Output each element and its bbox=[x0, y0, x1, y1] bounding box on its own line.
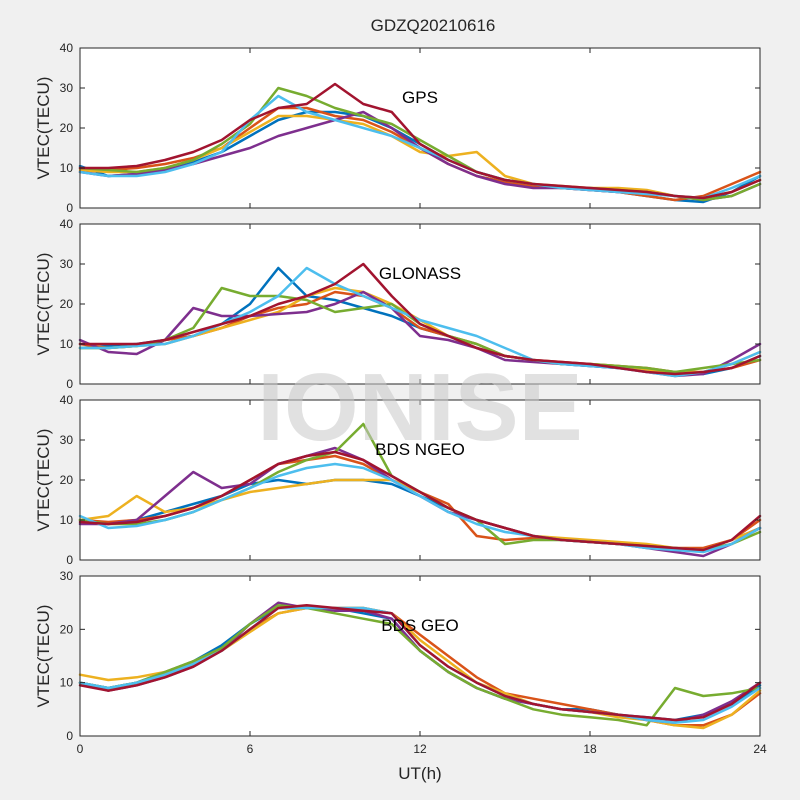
y-tick-label: 20 bbox=[60, 121, 74, 135]
y-tick-label: 30 bbox=[60, 569, 74, 583]
plot-area bbox=[80, 576, 760, 736]
y-tick-label: 10 bbox=[60, 676, 74, 690]
panels: 0 10 20 30 40 VTEC(TECU) GPS 0 10 20 30 40 VTEC(TECU… bbox=[34, 41, 767, 783]
y-tick-label: 0 bbox=[66, 377, 73, 391]
series-line-6 bbox=[78, 604, 762, 722]
y-tick-label: 20 bbox=[60, 297, 74, 311]
panel-label: BDS GEO bbox=[381, 616, 458, 635]
y-tick-label: 40 bbox=[60, 393, 74, 407]
y-tick-label: 10 bbox=[60, 513, 74, 527]
y-tick-label: 30 bbox=[60, 81, 74, 95]
x-tick-label: 0 bbox=[77, 742, 84, 756]
panel-0: 0 10 20 30 40 VTEC(TECU) GPS bbox=[34, 41, 762, 215]
plot-area bbox=[80, 48, 760, 208]
x-tick-label: 18 bbox=[583, 742, 597, 756]
y-tick-label: 30 bbox=[60, 257, 74, 271]
panel-2: 0 10 20 30 40 VTEC(TECU) BDS NGEO bbox=[34, 393, 762, 567]
y-tick-label: 0 bbox=[66, 729, 73, 743]
figure-title: GDZQ20210616 bbox=[371, 16, 496, 35]
x-tick-label: 6 bbox=[247, 742, 254, 756]
y-tick-label: 40 bbox=[60, 41, 74, 55]
series-line-5 bbox=[78, 462, 762, 554]
y-tick-label: 20 bbox=[60, 473, 74, 487]
y-axis-label: VTEC(TECU) bbox=[34, 605, 53, 708]
panel-label: GLONASS bbox=[379, 264, 461, 283]
panel-label: GPS bbox=[402, 88, 438, 107]
panel-1: 0 10 20 30 40 VTEC(TECU) GLONASS bbox=[34, 217, 762, 391]
panel-label: BDS NGEO bbox=[375, 440, 465, 459]
y-axis-label: VTEC(TECU) bbox=[34, 253, 53, 356]
x-axis-label: UT(h) bbox=[398, 764, 441, 783]
y-tick-label: 10 bbox=[60, 161, 74, 175]
series-line-6 bbox=[78, 262, 762, 376]
series-line-6 bbox=[78, 82, 762, 200]
panel-3: 0 10 20 30 0 6 12 18 24 VTEC(TECU) BDS GEO UT(h) bbox=[34, 569, 767, 783]
series-line-5 bbox=[78, 94, 762, 200]
x-tick-label: 24 bbox=[753, 742, 767, 756]
plot-area bbox=[80, 224, 760, 384]
y-tick-label: 40 bbox=[60, 217, 74, 231]
series-line-6 bbox=[78, 450, 762, 552]
plot-area bbox=[80, 400, 760, 560]
y-tick-label: 0 bbox=[66, 553, 73, 567]
y-tick-label: 0 bbox=[66, 201, 73, 215]
y-tick-label: 10 bbox=[60, 337, 74, 351]
watermark: IONISE bbox=[257, 354, 582, 461]
series-line-4 bbox=[78, 604, 762, 727]
y-tick-label: 30 bbox=[60, 433, 74, 447]
y-tick-label: 20 bbox=[60, 622, 74, 636]
y-axis-label: VTEC(TECU) bbox=[34, 429, 53, 532]
y-axis-label: VTEC(TECU) bbox=[34, 77, 53, 180]
x-tick-label: 12 bbox=[413, 742, 427, 756]
